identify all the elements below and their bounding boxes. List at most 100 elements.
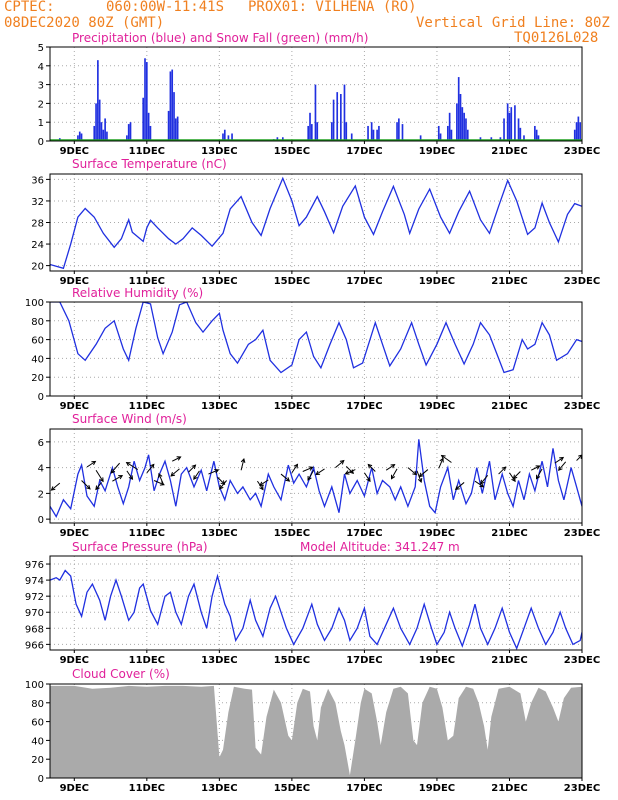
- precip-bar: [145, 62, 148, 141]
- wind-arrow: [474, 480, 484, 488]
- ytick-label: 2: [38, 489, 44, 500]
- wind-arrow: [558, 461, 567, 471]
- precip-bar: [78, 131, 81, 141]
- xtick-label: 19DEC: [419, 276, 455, 287]
- ytick-label: 976: [25, 560, 44, 571]
- precip-bar: [129, 122, 132, 141]
- precip-bar: [506, 103, 509, 141]
- wind-arrow: [455, 482, 465, 490]
- ytick-label: 2: [38, 99, 44, 110]
- wind-arrow: [302, 466, 313, 472]
- xtick-label: 23DEC: [564, 528, 600, 539]
- precip-bar: [171, 69, 174, 141]
- panel-title: Precipitation (blue) and Snow Fall (gree…: [72, 31, 368, 45]
- precip-bar: [97, 60, 99, 141]
- precip-bar: [176, 116, 179, 141]
- precip-bar: [448, 112, 451, 141]
- wind-arrow-head: [308, 466, 314, 471]
- xtick-label: 11DEC: [129, 528, 165, 539]
- wind-arrow-head: [91, 460, 97, 466]
- precip-bar: [227, 135, 230, 141]
- wind-arrow-head: [285, 477, 291, 482]
- precip-bar: [175, 118, 177, 141]
- data-wind: [50, 439, 582, 519]
- wind-arrow-head: [412, 470, 418, 476]
- precip-bar: [439, 133, 442, 141]
- xtick-label: 23DEC: [564, 146, 600, 157]
- wind-arrow-head: [480, 479, 485, 485]
- wind-arrow-head: [220, 480, 226, 486]
- xtick-label: 15DEC: [274, 276, 310, 287]
- ytick-label: 972: [25, 592, 44, 603]
- wind-arrow-head: [149, 463, 155, 469]
- cloud-cover-area: [50, 685, 582, 778]
- precip-bar: [437, 125, 440, 141]
- precip-bar: [149, 125, 152, 141]
- wind-arrow: [512, 471, 521, 479]
- xtick-label: 23DEC: [564, 401, 600, 412]
- wind-arrow-head: [390, 464, 396, 469]
- ytick-label: 100: [25, 680, 44, 691]
- precip-bar: [167, 110, 170, 141]
- xtick-label: 11DEC: [129, 655, 165, 666]
- ytick-label: 20: [31, 262, 44, 273]
- wind-arrow-head: [110, 468, 116, 474]
- wind-arrow: [188, 464, 196, 473]
- header-model-code: TQ0126L028: [514, 30, 599, 46]
- wind-arrow: [291, 464, 298, 474]
- wind-line: [50, 439, 582, 519]
- pressure-line: [50, 569, 582, 650]
- panel-annotation: Model Altitude: 341.247 m: [300, 540, 460, 554]
- xtick-label: 13DEC: [201, 146, 237, 157]
- wind-arrow: [391, 468, 398, 479]
- precip-bar: [519, 127, 522, 141]
- precip-bar: [222, 133, 224, 141]
- wind-arrow-head: [95, 485, 100, 491]
- wind-arrow: [335, 460, 345, 469]
- precip-bar: [223, 129, 226, 141]
- wind-arrow-head: [85, 484, 91, 490]
- xtick-label: 11DEC: [129, 783, 165, 794]
- wind-arrow: [536, 468, 543, 479]
- precip-bar: [126, 135, 128, 141]
- wind-arrow-head: [578, 454, 582, 459]
- rh-line: [50, 302, 582, 374]
- wind-arrow: [363, 472, 371, 482]
- precip-bar: [80, 133, 83, 141]
- wind-arrow: [438, 458, 444, 469]
- ytick-label: 0: [38, 392, 44, 403]
- header-source: CPTEC:: [4, 0, 55, 15]
- panel-title: Surface Wind (m/s): [72, 412, 187, 426]
- precip-bar: [401, 124, 404, 141]
- xtick-label: 21DEC: [491, 783, 527, 794]
- wind-arrow: [385, 464, 395, 471]
- precip-bar: [463, 112, 465, 141]
- header: CPTEC: 060:00W-11:41S PROX01: VILHENA (R…: [0, 0, 618, 48]
- wind-arrow-head: [339, 459, 345, 465]
- wind-arrow-head: [344, 470, 350, 475]
- xtick-label: 23DEC: [564, 783, 600, 794]
- xtick-label: 9DEC: [60, 276, 89, 287]
- ytick-label: 60: [31, 336, 44, 347]
- wind-arrow-head: [259, 485, 264, 491]
- panel-temp: 20 24 28 32 36 9DEC 11DEC 13DEC 15DEC 17DEC 19DEC 2…: [31, 157, 600, 287]
- panel-cloud: 0 20 40 60 80 100 9DEC 11DEC 13DEC 15DEC 17DEC 19DE…: [25, 667, 600, 794]
- precip-bar: [378, 125, 380, 141]
- ytick-label: 6: [38, 438, 44, 449]
- wind-arrow-head: [558, 466, 563, 471]
- ytick-label: 32: [31, 197, 44, 208]
- xtick-label: 17DEC: [346, 655, 382, 666]
- wind-arrow: [441, 455, 452, 463]
- ytick-label: 5: [38, 43, 44, 54]
- xtick-label: 9DEC: [60, 401, 89, 412]
- precip-bar: [446, 125, 449, 141]
- xtick-label: 11DEC: [129, 146, 165, 157]
- wind-arrow: [170, 468, 180, 477]
- frame-pressure: [49, 555, 583, 651]
- precip-bar: [465, 118, 467, 141]
- precip-bar: [398, 118, 400, 141]
- precip-bar: [310, 124, 313, 141]
- wind-arrow: [112, 475, 123, 482]
- ytick-label: 40: [31, 736, 44, 747]
- wind-arrow-head: [218, 484, 224, 490]
